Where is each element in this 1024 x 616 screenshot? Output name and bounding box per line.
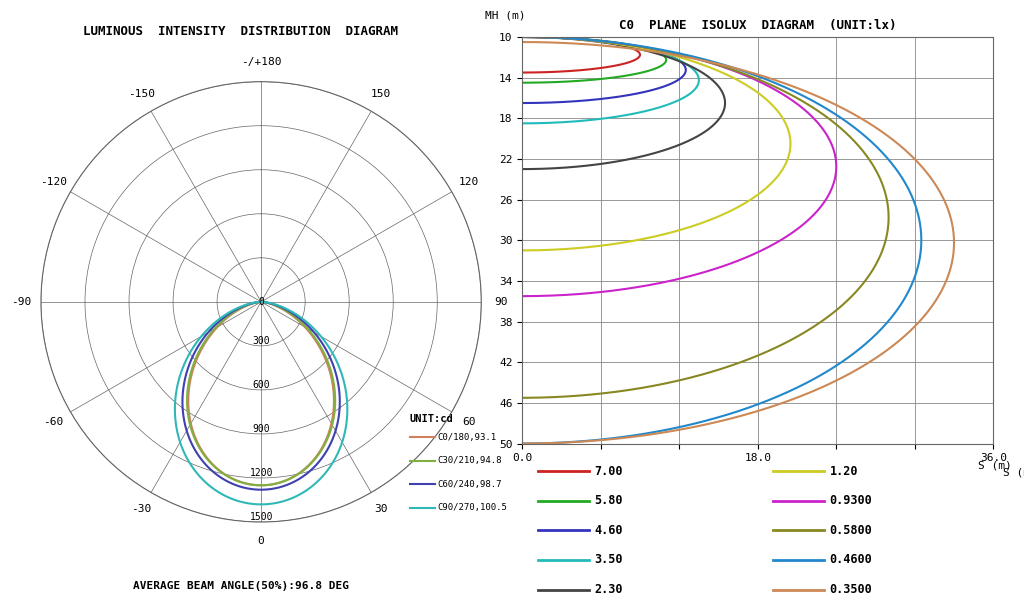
C0/180,93.1 — [255, 298, 267, 306]
C60/240,98.7 — [255, 486, 267, 493]
C0/180,93.1 — [255, 482, 267, 489]
Text: 1500: 1500 — [250, 512, 272, 522]
C0/180,93.1 — [229, 308, 242, 315]
C30/210,94.8 — [255, 298, 267, 306]
C30/210,94.8 — [255, 298, 267, 306]
C60/240,98.7 — [255, 298, 267, 306]
Text: 0: 0 — [258, 297, 264, 307]
C0/180,93.1 — [255, 298, 267, 306]
Text: 1200: 1200 — [250, 468, 272, 478]
Text: 0.9300: 0.9300 — [829, 494, 872, 508]
Text: C30/210,94.8: C30/210,94.8 — [437, 456, 502, 465]
C60/240,98.7 — [291, 312, 303, 320]
C90/270,100.5 — [255, 298, 267, 306]
Text: 1.20: 1.20 — [829, 464, 858, 478]
C60/240,98.7 — [255, 298, 267, 306]
Text: MH (m): MH (m) — [484, 10, 525, 21]
C0/180,93.1 — [283, 309, 295, 317]
C90/270,100.5 — [255, 298, 267, 306]
Text: 0.3500: 0.3500 — [829, 583, 872, 596]
C90/270,100.5 — [255, 298, 267, 306]
Text: 7.00: 7.00 — [594, 464, 623, 478]
Line: C30/210,94.8: C30/210,94.8 — [187, 302, 335, 485]
C30/210,94.8 — [255, 482, 267, 489]
Text: 5.80: 5.80 — [594, 494, 623, 508]
Text: 300: 300 — [252, 336, 270, 346]
Text: C60/240,98.7: C60/240,98.7 — [437, 480, 502, 488]
C90/270,100.5 — [296, 315, 308, 322]
C60/240,98.7 — [221, 311, 233, 318]
Text: 900: 900 — [252, 424, 270, 434]
Text: 4.60: 4.60 — [594, 524, 623, 537]
C60/240,98.7 — [255, 298, 267, 306]
Text: C90/270,100.5: C90/270,100.5 — [437, 503, 507, 512]
C30/210,94.8 — [227, 309, 240, 317]
C90/270,100.5 — [255, 298, 267, 306]
Text: S (m): S (m) — [978, 460, 1012, 470]
C90/270,100.5 — [255, 298, 267, 306]
Text: UNIT:cd: UNIT:cd — [410, 414, 454, 424]
C0/180,93.1 — [255, 298, 267, 306]
Text: 0.5800: 0.5800 — [829, 524, 872, 537]
C30/210,94.8 — [255, 298, 267, 306]
C0/180,93.1 — [255, 298, 267, 306]
C0/180,93.1 — [255, 298, 267, 306]
C30/210,94.8 — [255, 298, 267, 306]
Text: 2.30: 2.30 — [594, 583, 623, 596]
C30/210,94.8 — [285, 310, 297, 317]
Line: C0/180,93.1: C0/180,93.1 — [188, 302, 334, 485]
Text: S (m): S (m) — [1002, 468, 1024, 478]
Text: LUMINOUS  INTENSITY  DISTRIBUTION  DIAGRAM: LUMINOUS INTENSITY DISTRIBUTION DIAGRAM — [83, 25, 398, 38]
Text: 3.50: 3.50 — [594, 553, 623, 567]
Line: C60/240,98.7: C60/240,98.7 — [182, 302, 340, 490]
C30/210,94.8 — [255, 298, 267, 306]
C0/180,93.1 — [255, 298, 267, 306]
C90/270,100.5 — [255, 298, 267, 306]
Text: 0.4600: 0.4600 — [829, 553, 872, 567]
C90/270,100.5 — [255, 501, 267, 508]
Line: C90/270,100.5: C90/270,100.5 — [175, 302, 347, 505]
Text: 600: 600 — [252, 380, 270, 390]
C90/270,100.5 — [216, 314, 228, 321]
C60/240,98.7 — [255, 298, 267, 306]
Text: C0/180,93.1: C0/180,93.1 — [437, 433, 497, 442]
C60/240,98.7 — [255, 298, 267, 306]
C30/210,94.8 — [255, 298, 267, 306]
Title: C0  PLANE  ISOLUX  DIAGRAM  (UNIT:lx): C0 PLANE ISOLUX DIAGRAM (UNIT:lx) — [620, 18, 896, 31]
Text: AVERAGE BEAM ANGLE(50%):96.8 DEG: AVERAGE BEAM ANGLE(50%):96.8 DEG — [133, 582, 348, 591]
C60/240,98.7 — [255, 298, 267, 306]
